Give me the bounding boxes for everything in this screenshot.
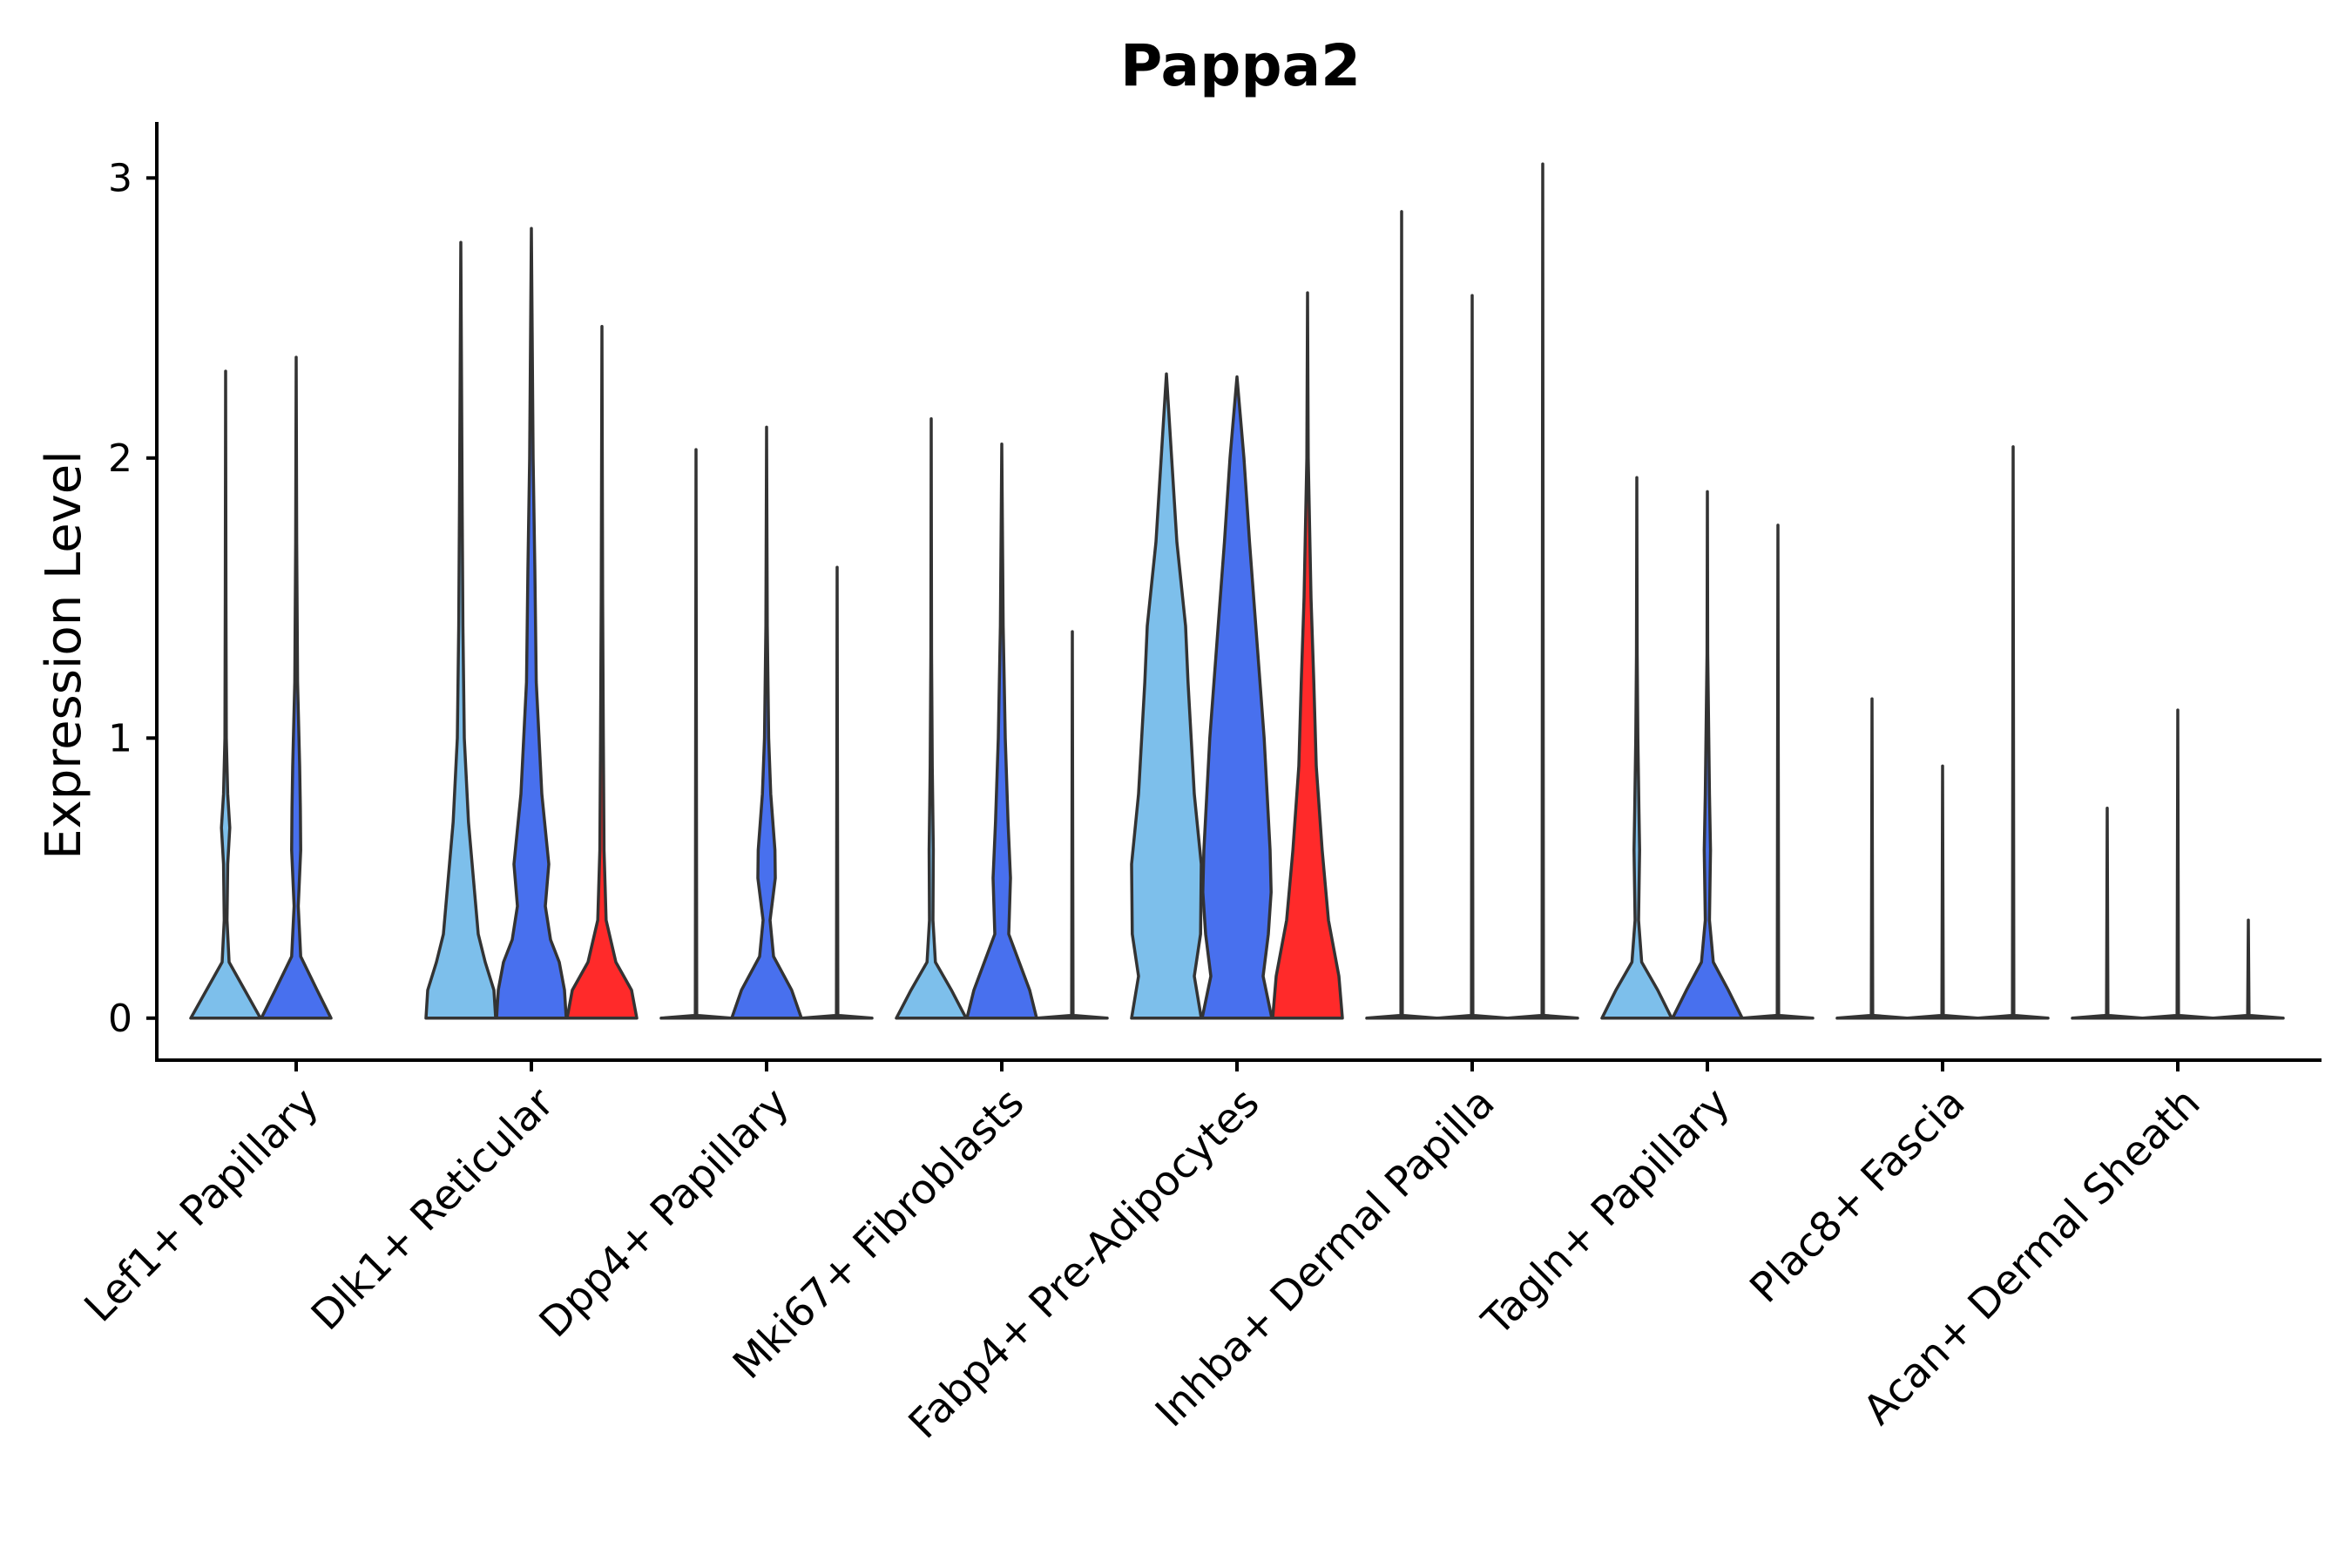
x-tick-label: Lef1+ Papillary: [76, 1079, 328, 1332]
violin-fabp4-pre-adipocytes-group-2: [1200, 375, 1274, 1020]
y-tick-label: 0: [108, 997, 132, 1041]
y-tick-label: 3: [108, 156, 132, 200]
violin-dlk1-reticular-group-2: [495, 226, 568, 1020]
x-tick-label: Plac8+ Fascia: [1741, 1079, 1975, 1313]
violin-dpp4-papillary-group-2: [730, 425, 803, 1020]
chart-title: Pappa2: [1120, 32, 1361, 99]
violin-tagln-papillary-group-1: [1600, 476, 1673, 1020]
violin-fabp4-pre-adipocytes-group-3: [1271, 291, 1344, 1020]
x-tick-label: Dlk1+ Reticular: [302, 1078, 564, 1340]
violin-acan-dermal-sheath-group-1: [2071, 806, 2144, 1020]
violin-mki67-fibroblasts-group-3: [1036, 630, 1109, 1020]
violin-lef1-papillary-group-1: [189, 369, 262, 1020]
y-axis-label: Expression Level: [36, 450, 92, 860]
violin-tagln-papillary-group-2: [1671, 490, 1744, 1020]
y-tick-label: 2: [108, 436, 132, 481]
y-tick-label: 1: [108, 716, 132, 760]
violin-tagln-papillary-group-3: [1741, 524, 1815, 1020]
violin-dpp4-papillary-group-3: [801, 565, 874, 1020]
violin-plac8-fascia-group-3: [1977, 445, 2050, 1020]
violin-acan-dermal-sheath-group-2: [2141, 708, 2214, 1020]
violin-fabp4-pre-adipocytes-group-1: [1130, 372, 1203, 1020]
violins-layer: [189, 162, 2285, 1020]
violin-lef1-papillary-group-2: [260, 355, 333, 1020]
violin-dlk1-reticular-group-1: [424, 240, 497, 1020]
violin-plac8-fascia-group-2: [1906, 764, 1979, 1020]
violin-inhba-dermal-papilla-group-3: [1506, 162, 1579, 1020]
violin-inhba-dermal-papilla-group-1: [1365, 210, 1438, 1020]
violin-dlk1-reticular-group-3: [565, 324, 639, 1020]
violin-mki67-fibroblasts-group-2: [965, 442, 1038, 1020]
violin-inhba-dermal-papilla-group-2: [1436, 294, 1509, 1020]
x-tick-label: Tagln+ Papillary: [1473, 1079, 1740, 1346]
violin-acan-dermal-sheath-group-3: [2212, 918, 2285, 1020]
violin-dpp4-papillary-group-1: [659, 448, 733, 1020]
violin-plac8-fascia-group-1: [1835, 697, 1909, 1020]
violin-mki67-fibroblasts-group-1: [895, 417, 968, 1020]
x-tick-label: Dpp4+ Papillary: [531, 1079, 799, 1348]
